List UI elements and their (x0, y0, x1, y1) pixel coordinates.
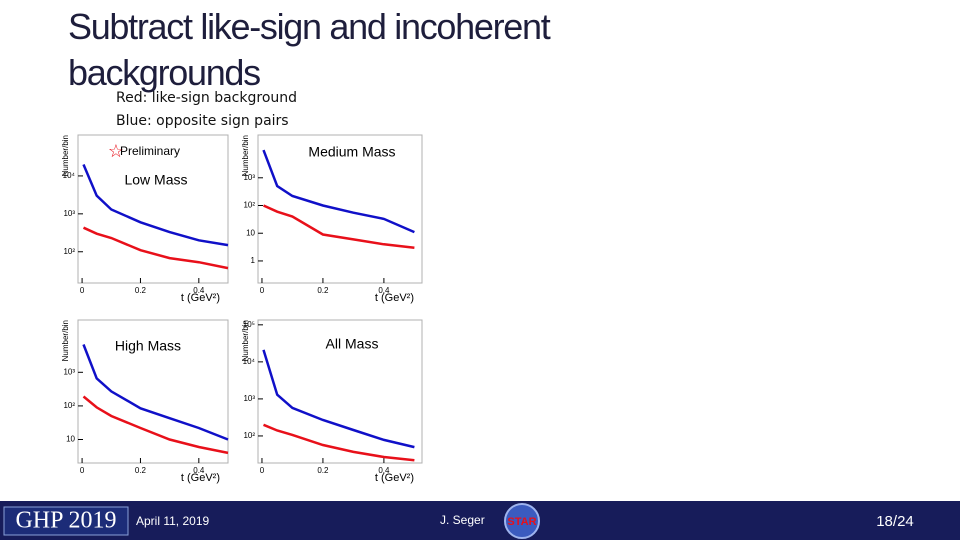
note: Blue: opposite sign pairs (116, 113, 289, 129)
y-tick-label: 10⁴ (243, 357, 256, 366)
plot-title: High Mass (115, 338, 181, 354)
slide-title: Subtract like-sign and incoherent backgr… (68, 6, 551, 93)
series-line (262, 149, 415, 234)
x-tick-label: 0 (80, 466, 85, 475)
star-mark: ☆ (108, 141, 124, 161)
series-line (82, 226, 229, 270)
conference-badge (3, 506, 129, 536)
note: Red: like-sign background (116, 90, 298, 106)
logo-circle (504, 503, 540, 539)
conference: GHP 2019 (15, 508, 116, 534)
plot-area (257, 319, 423, 464)
plot-title: Low Mass (124, 172, 187, 188)
y-axis-label: Number/bin (61, 135, 70, 176)
series-line (262, 204, 415, 249)
series-line (262, 349, 415, 449)
x-axis-label: t (GeV²) (181, 292, 220, 304)
y-tick-label: 10² (63, 401, 75, 410)
y-axis-label: Number/bin (241, 135, 250, 176)
x-tick-label: 0.2 (135, 466, 147, 475)
date: April 11, 2019 (136, 514, 209, 528)
annotation: Preliminary (120, 144, 180, 158)
x-tick-label: 0 (80, 286, 85, 295)
y-tick-label: 10³ (243, 173, 255, 182)
x-tick-label: 0 (260, 286, 265, 295)
y-tick-label: 10 (66, 435, 75, 444)
series-line (82, 164, 229, 247)
series-line (263, 423, 415, 462)
plot-area (77, 134, 229, 284)
y-tick-label: 1 (251, 256, 256, 265)
x-tick-label: 0.4 (378, 286, 390, 295)
y-tick-label: 10² (243, 201, 255, 210)
author: J. Seger (440, 513, 485, 527)
x-axis-label: t (GeV²) (375, 472, 414, 484)
x-tick-label: 0.4 (193, 466, 205, 475)
plot-area (77, 319, 229, 464)
x-tick-label: 0.2 (135, 286, 147, 295)
x-axis-label: t (GeV²) (181, 472, 220, 484)
x-tick-label: 0.4 (193, 286, 205, 295)
page-number: 18/24 (876, 513, 914, 530)
y-tick-label: 10³ (63, 209, 75, 218)
y-tick-label: 10⁴ (63, 171, 76, 180)
x-tick-label: 0 (260, 466, 265, 475)
x-axis-label: t (GeV²) (375, 292, 414, 304)
y-tick-label: 10³ (63, 367, 75, 376)
x-tick-label: 0.4 (378, 466, 390, 475)
y-tick-label: 10 (246, 228, 255, 237)
y-tick-label: 10³ (243, 394, 255, 403)
series-line (82, 395, 229, 455)
y-axis-label: Number/bin (241, 320, 250, 361)
footer-bar (0, 501, 960, 540)
x-tick-label: 0.2 (317, 466, 329, 475)
plot-title: Medium Mass (308, 144, 395, 160)
y-axis-label: Number/bin (61, 320, 70, 361)
y-tick-label: 10² (63, 247, 75, 256)
y-tick-label: 10⁵ (243, 320, 255, 329)
series-line (82, 344, 229, 441)
y-tick-label: 10² (243, 431, 255, 440)
x-tick-label: 0.2 (317, 286, 329, 295)
plot-title: All Mass (326, 336, 379, 352)
logo: STAR (507, 516, 536, 528)
